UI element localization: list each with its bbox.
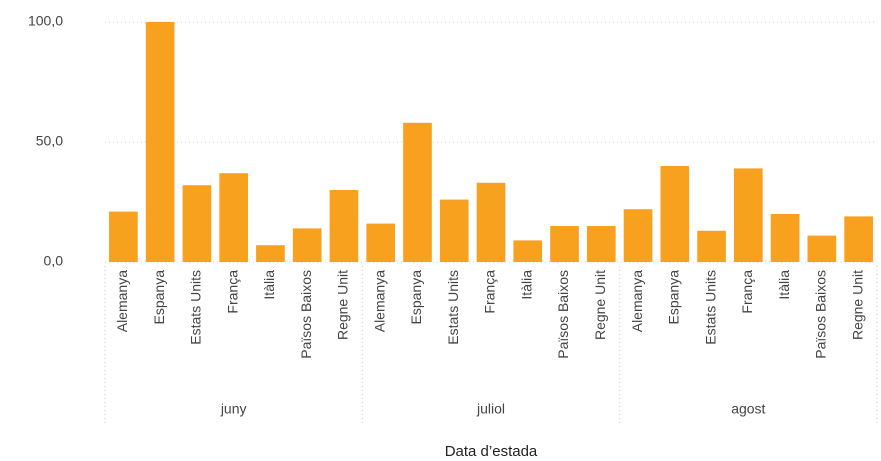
bar <box>733 168 763 262</box>
bar <box>219 173 249 262</box>
bar <box>844 216 873 262</box>
x-tick-label: França <box>224 270 240 314</box>
bar <box>439 199 469 262</box>
x-tick-label: Països Baixos <box>298 270 314 359</box>
x-tick-label: Espanya <box>408 270 424 325</box>
bar <box>329 190 359 262</box>
x-tick-label: Països Baixos <box>555 270 571 359</box>
bar <box>256 245 285 262</box>
y-tick-label: 50,0 <box>36 133 63 149</box>
x-tick-label: Itàlia <box>776 270 792 300</box>
bar <box>586 226 616 262</box>
x-tick-label: Alemanya <box>114 270 130 332</box>
bar <box>403 122 432 262</box>
bar <box>366 223 396 262</box>
y-tick-label: 100,0 <box>28 13 63 29</box>
group-label: juliol <box>476 401 505 417</box>
x-tick-label: Itàlia <box>261 270 277 300</box>
bar <box>807 235 837 262</box>
x-tick-label: Països Baixos <box>813 270 829 359</box>
x-tick-label: Alemanya <box>629 270 645 332</box>
bar <box>623 209 653 262</box>
x-tick-label: Espanya <box>151 270 167 325</box>
bar <box>770 214 800 262</box>
x-tick-label: Regne Unit <box>592 270 608 340</box>
y-tick-label: 0,0 <box>44 253 64 269</box>
x-tick-label: França <box>739 270 755 314</box>
bar <box>513 240 543 262</box>
group-label: agost <box>731 401 765 417</box>
x-tick-label: Regne Unit <box>849 270 865 340</box>
x-tick-label: Regne Unit <box>335 270 351 340</box>
x-tick-label: Itàlia <box>518 270 534 300</box>
x-tick-label: Alemanya <box>371 270 387 332</box>
bar <box>145 22 175 262</box>
bar <box>697 230 726 262</box>
bar <box>182 185 212 262</box>
group-label: juny <box>220 401 247 417</box>
bar <box>292 228 322 262</box>
bar <box>476 182 506 262</box>
x-tick-label: França <box>482 270 498 314</box>
x-axis-title: Data d’estada <box>445 443 538 460</box>
x-tick-label: Estats Units <box>445 270 461 345</box>
bar <box>660 166 690 262</box>
x-tick-label: Estats Units <box>702 270 718 345</box>
x-tick-label: Espanya <box>666 270 682 325</box>
x-tick-label: Estats Units <box>188 270 204 345</box>
bar <box>550 226 579 262</box>
bar <box>109 211 138 262</box>
